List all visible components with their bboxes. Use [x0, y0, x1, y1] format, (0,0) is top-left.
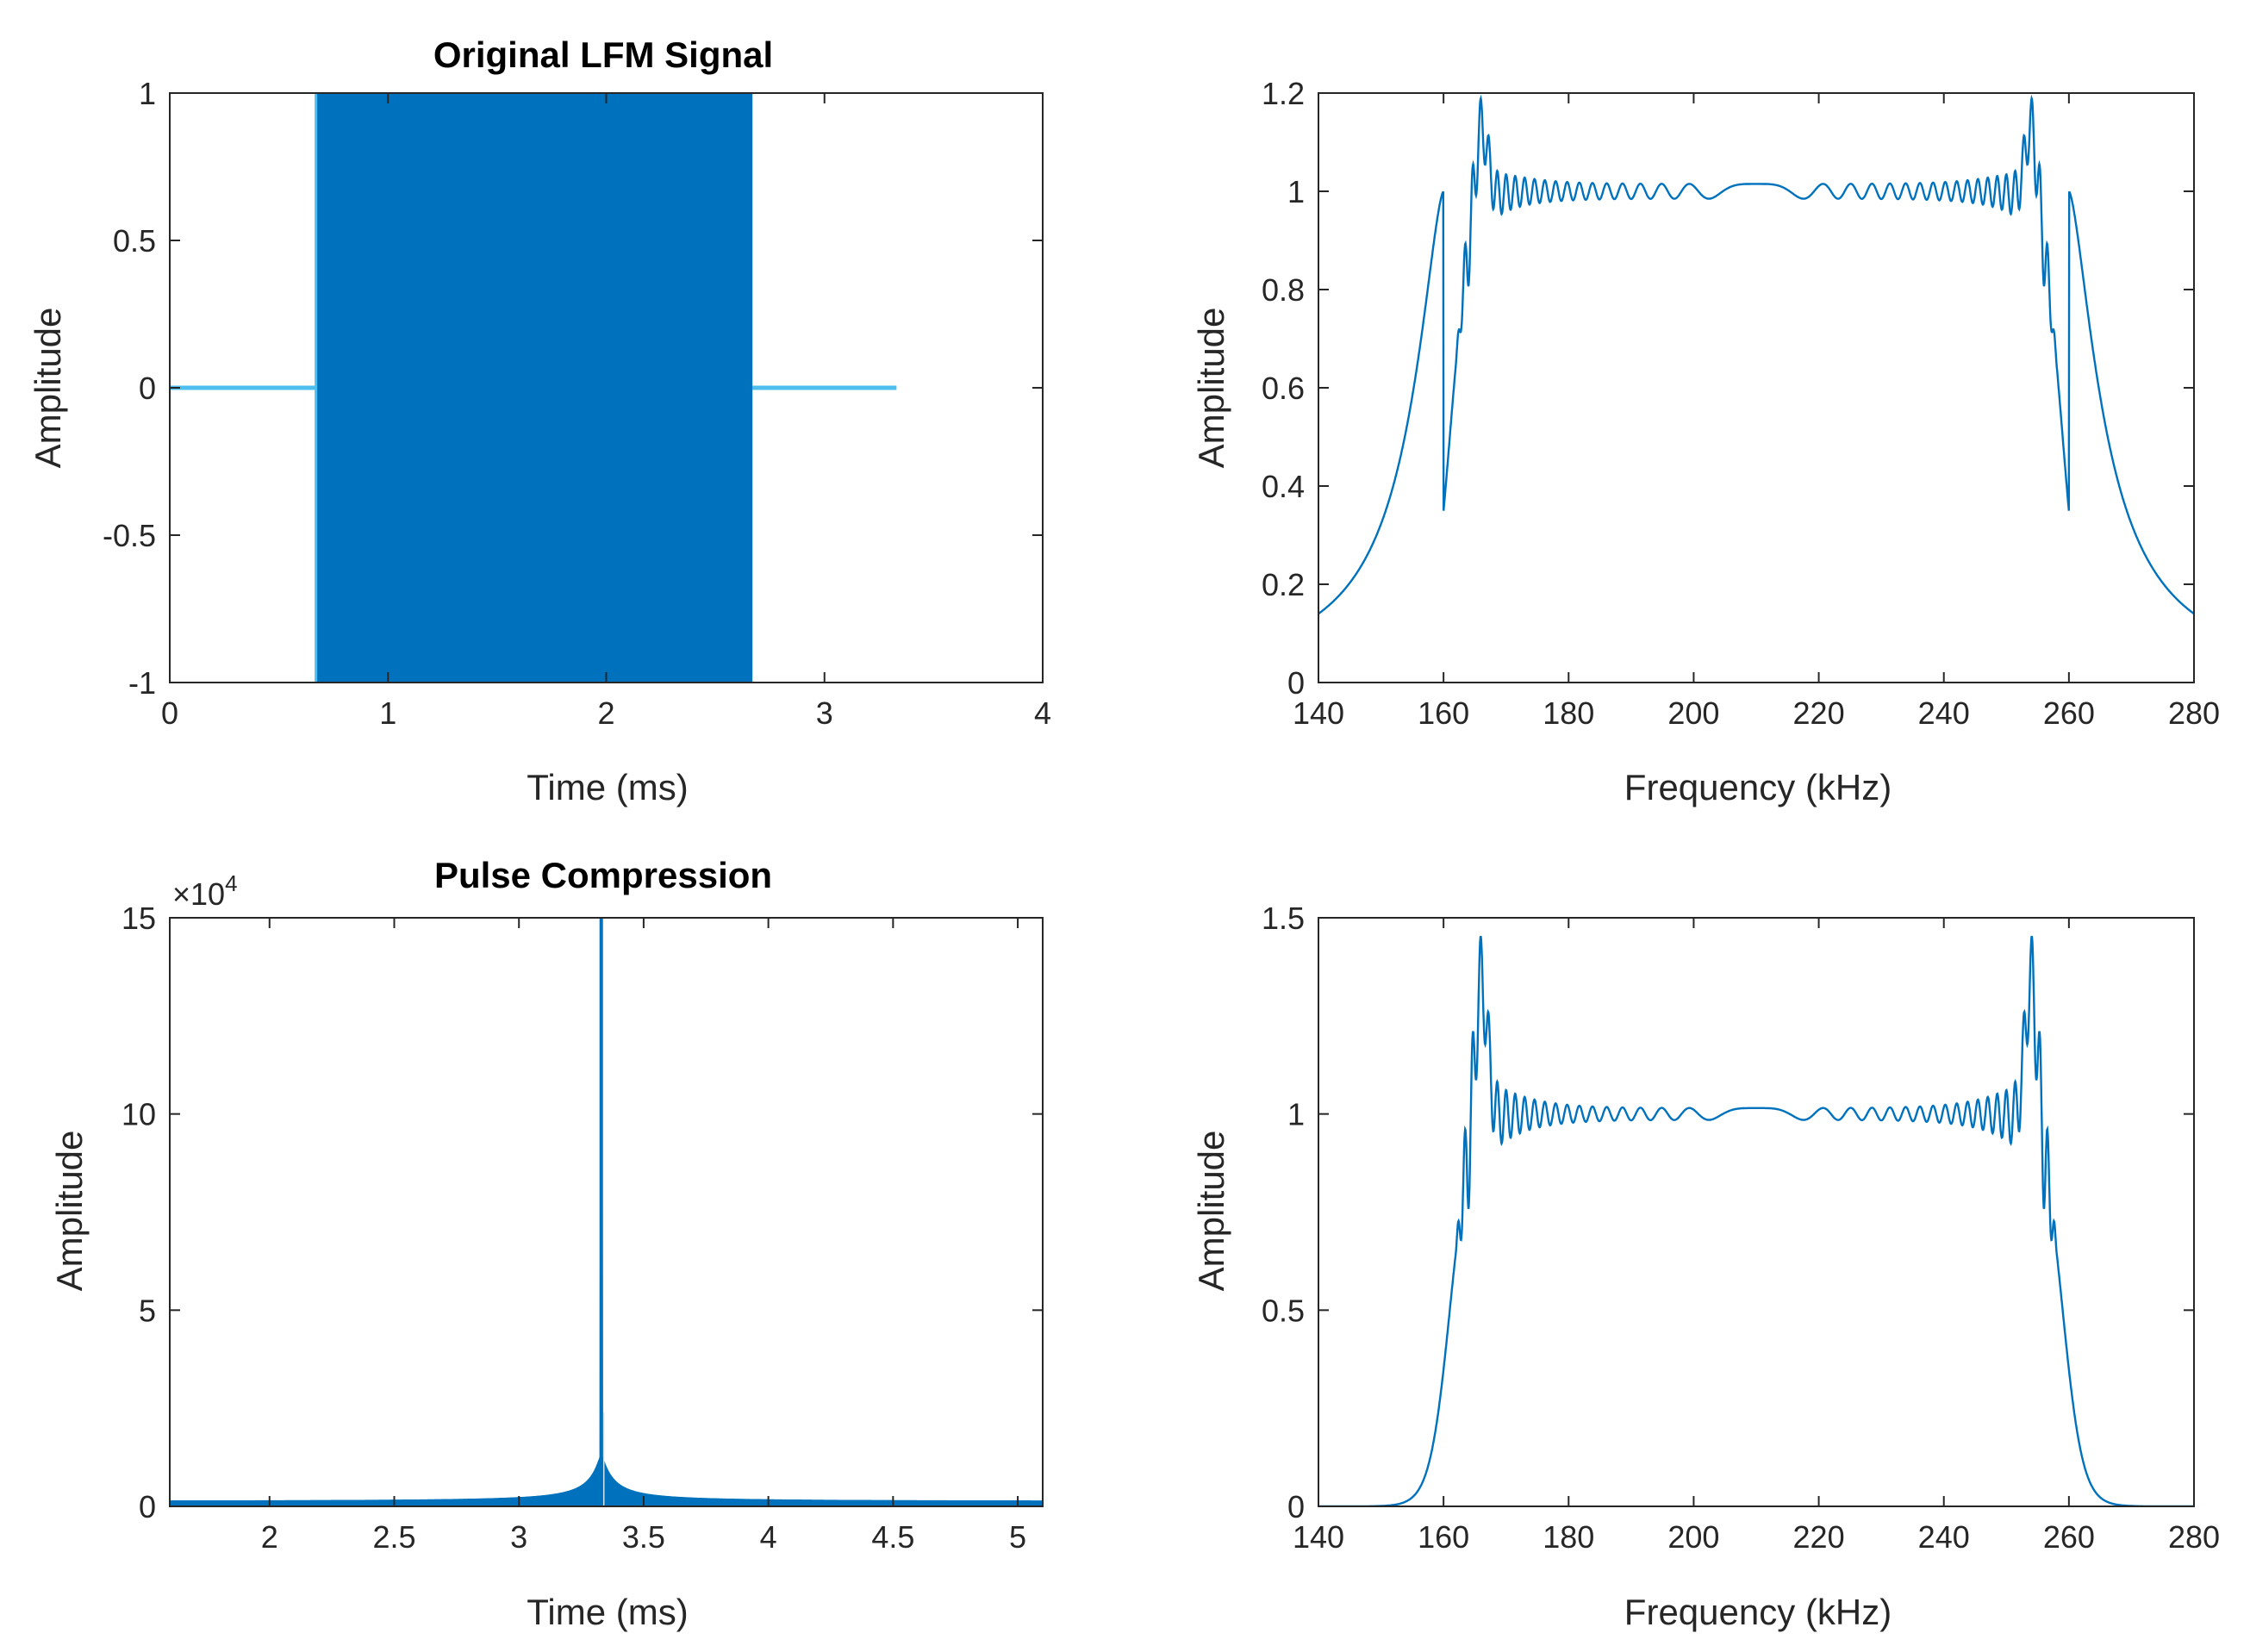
- lfm-title: Original LFM Signal: [433, 34, 773, 75]
- spectrum1-ytick-label: 0.8: [1262, 272, 1305, 308]
- spectrum1-xtick-label: 160: [1418, 695, 1469, 731]
- compression-xtick-label: 3.5: [622, 1519, 665, 1555]
- spectrum2-xtick-label: 280: [2168, 1519, 2220, 1555]
- spectrum2-xtick-label: 160: [1418, 1519, 1469, 1555]
- spectrum1-xtick-label: 140: [1293, 695, 1344, 731]
- spectrum2-ytick-label: 0: [1287, 1489, 1305, 1524]
- spectrum2-xtick-label: 220: [1793, 1519, 1845, 1555]
- lfm-ytick-label: -0.5: [103, 518, 156, 553]
- spectrum2-axes: 140 160 180 200 220 240 260 280 0 0.5 1 1.5: [1262, 901, 2220, 1555]
- lfm-ytick-label: -1: [128, 665, 156, 701]
- compression-xtick-label: 4.5: [871, 1519, 914, 1555]
- spectrum1-ytick-label: 0.2: [1262, 567, 1305, 602]
- compression-axes-box: [169, 917, 1044, 1507]
- spectrum1-xtick-label: 220: [1793, 695, 1845, 731]
- compression-xtick-label: 2.5: [372, 1519, 415, 1555]
- spectrum2-series-line: [1318, 935, 2194, 1506]
- spectrum1-ylabel: Amplitude: [1191, 308, 1231, 469]
- compression-exponent-label: ×104: [172, 870, 238, 912]
- compression-axes: 2 2.5 3 3.5 4 4.5 5 0 5 10 15: [122, 901, 1044, 1555]
- lfm-ytick-label: 0.5: [113, 223, 156, 259]
- spectrum2-xtick-label: 260: [2043, 1519, 2095, 1555]
- panel-lfm-signal: 0 1 2 3 4 -1 -0.5 0 0.5 1 Original LFM Signal Tim…: [28, 34, 1051, 807]
- compression-envelope: [170, 918, 1043, 1506]
- lfm-plot-area: [170, 93, 897, 683]
- spectrum1-xtick-label: 260: [2043, 695, 2095, 731]
- lfm-pulse-fill: [315, 93, 753, 683]
- compression-title: Pulse Compression: [434, 855, 772, 895]
- lfm-ytick-label: 0: [139, 371, 156, 406]
- spectrum2-xtick-label: 240: [1918, 1519, 1970, 1555]
- spectrum2-ytick-label: 1.5: [1262, 901, 1305, 936]
- compression-ylabel: Amplitude: [49, 1131, 90, 1292]
- compression-ytick-label: 5: [139, 1293, 156, 1328]
- compression-xtick-label: 2: [261, 1519, 278, 1555]
- lfm-xtick-label: 1: [379, 695, 396, 731]
- spectrum1-xtick-label: 180: [1543, 695, 1594, 731]
- exponent-base: ×10: [172, 876, 225, 912]
- compression-xtick-label: 4: [760, 1519, 777, 1555]
- compression-plot-area: [170, 918, 1043, 1506]
- lfm-axes: 0 1 2 3 4 -1 -0.5 0 0.5 1: [103, 76, 1051, 731]
- spectrum1-ytick-label: 0: [1287, 665, 1305, 701]
- spectrum1-plot-area: [1318, 94, 2194, 615]
- compression-ytick-label: 15: [122, 901, 156, 936]
- spectrum1-xlabel: Frequency (kHz): [1624, 767, 1892, 807]
- exponent-power: 4: [225, 870, 237, 896]
- compression-ytick-label: 0: [139, 1489, 156, 1524]
- spectrum1-ytick-label: 1.2: [1262, 76, 1305, 111]
- lfm-xtick-label: 2: [597, 695, 614, 731]
- lfm-ytick-label: 1: [139, 76, 156, 111]
- spectrum1-ytick-label: 1: [1287, 174, 1305, 209]
- spectrum2-xtick-label: 180: [1543, 1519, 1594, 1555]
- lfm-xtick-label: 0: [161, 695, 178, 731]
- spectrum1-ytick-label: 0.4: [1262, 469, 1305, 504]
- spectrum2-ytick-label: 1: [1287, 1097, 1305, 1132]
- spectrum1-ytick-label: 0.6: [1262, 371, 1305, 406]
- spectrum1-axes: 140 160 180 200 220 240 260 280 0 0.2 0.4 0.6 0.8 1 1.…: [1262, 76, 2220, 731]
- lfm-ylabel: Amplitude: [28, 308, 68, 469]
- spectrum2-xtick-label: 140: [1293, 1519, 1344, 1555]
- spectrum1-series-line: [1318, 94, 2194, 615]
- spectrum1-xtick-label: 280: [2168, 695, 2220, 731]
- spectrum2-plot-area: [1318, 935, 2194, 1506]
- spectrum2-ytick-label: 0.5: [1262, 1293, 1305, 1328]
- lfm-xtick-label: 3: [816, 695, 833, 731]
- compression-xtick-label: 5: [1009, 1519, 1026, 1555]
- lfm-xlabel: Time (ms): [527, 767, 688, 807]
- compression-xtick-label: 3: [510, 1519, 527, 1555]
- panel-pulse-compression: 2 2.5 3 3.5 4 4.5 5 0 5 10 15 Pulse Compression ×1…: [49, 855, 1044, 1632]
- spectrum2-ylabel: Amplitude: [1191, 1131, 1231, 1292]
- compression-xlabel: Time (ms): [527, 1592, 688, 1632]
- lfm-xtick-label: 4: [1034, 695, 1051, 731]
- panel-spectrum-top: 140 160 180 200 220 240 260 280 0 0.2 0.4 0.6 0.8 1 1.…: [1191, 76, 2220, 807]
- spectrum1-xtick-label: 200: [1667, 695, 1719, 731]
- spectrum2-xtick-label: 200: [1667, 1519, 1719, 1555]
- compression-ytick-label: 10: [122, 1097, 156, 1132]
- panel-spectrum-bottom: 140 160 180 200 220 240 260 280 0 0.5 1 1.5 Frequen…: [1191, 901, 2220, 1632]
- spectrum1-xtick-label: 240: [1918, 695, 1970, 731]
- spectrum2-axes-box: [1318, 917, 2195, 1507]
- spectrum2-xlabel: Frequency (kHz): [1624, 1592, 1892, 1632]
